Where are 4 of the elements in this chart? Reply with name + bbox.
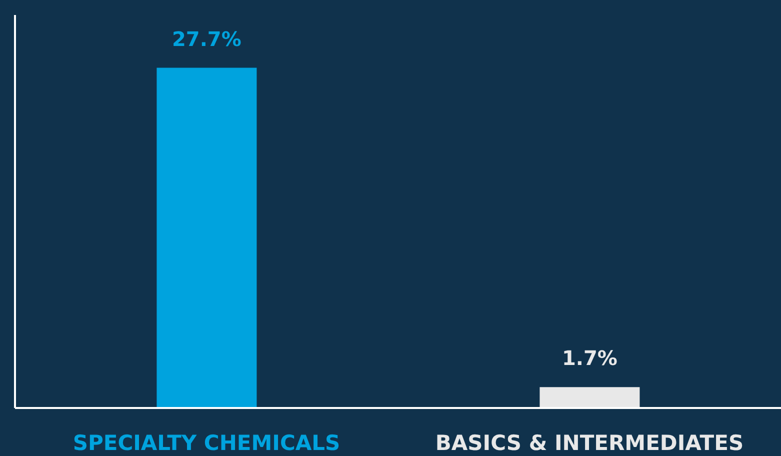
x-tick-label: BASICS & INTERMEDIATES <box>435 431 744 455</box>
x-tick-label: SPECIALTY CHEMICALS <box>72 431 340 455</box>
data-label: 27.7% <box>172 26 242 51</box>
data-label: 1.7% <box>562 346 618 370</box>
